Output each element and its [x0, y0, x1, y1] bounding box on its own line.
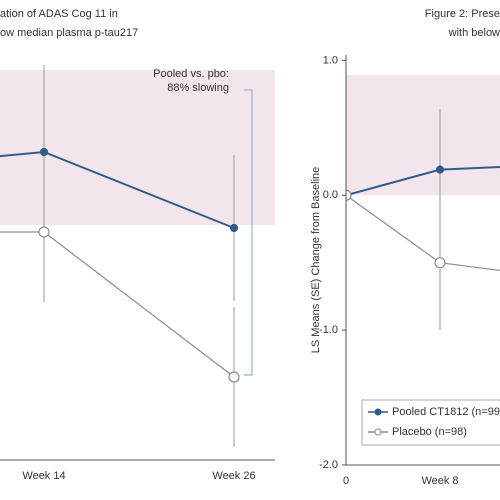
y-tick-label: -2.0 [319, 459, 338, 471]
left-plot [0, 65, 275, 447]
legend-label: Pooled CT1812 (n=99) [392, 406, 500, 418]
left-labels: ation of ADAS Cog 11 in ow median plasma … [0, 8, 275, 482]
right-plot [346, 75, 500, 331]
chart-title: ation of ADAS Cog 11 in [0, 8, 118, 20]
chart-title: Figure 2: Prese [425, 8, 500, 20]
chart-title: ow median plasma p-tau217 [0, 27, 138, 39]
point [346, 189, 352, 201]
legend-label: Placebo (n=98) [392, 426, 467, 438]
x-tick-label: 0 [343, 475, 349, 487]
x-tick-label: Week 26 [212, 470, 255, 482]
right-labels: Figure 2: Prese with below 1.0 0.0 -1.0 -2.0 L… [310, 8, 500, 487]
point [434, 257, 446, 269]
point [38, 226, 50, 238]
legend-box [361, 399, 500, 446]
bracket [244, 89, 253, 376]
x-tick-label: Week 8 [421, 475, 458, 487]
y-tick-label: 1.0 [323, 54, 338, 66]
point [229, 223, 239, 233]
series-line [346, 194, 500, 272]
series-line [0, 231, 235, 378]
legend-marker [374, 408, 382, 416]
point [39, 147, 49, 157]
annotation: 88% slowing [167, 82, 229, 94]
y-tick-label: 0.0 [323, 189, 338, 201]
shaded-band [0, 70, 275, 225]
legend-marker [374, 428, 382, 436]
point [228, 371, 240, 383]
annotation: Pooled vs. pbo: [153, 68, 229, 80]
y-tick-label: -1.0 [319, 324, 338, 336]
shaded-band [346, 75, 500, 196]
y-axis-label: LS Means (SE) Change from Baseline [310, 167, 322, 353]
point [435, 165, 445, 174]
chart-title: with below [448, 27, 500, 39]
x-tick-label: Week 14 [22, 470, 65, 482]
